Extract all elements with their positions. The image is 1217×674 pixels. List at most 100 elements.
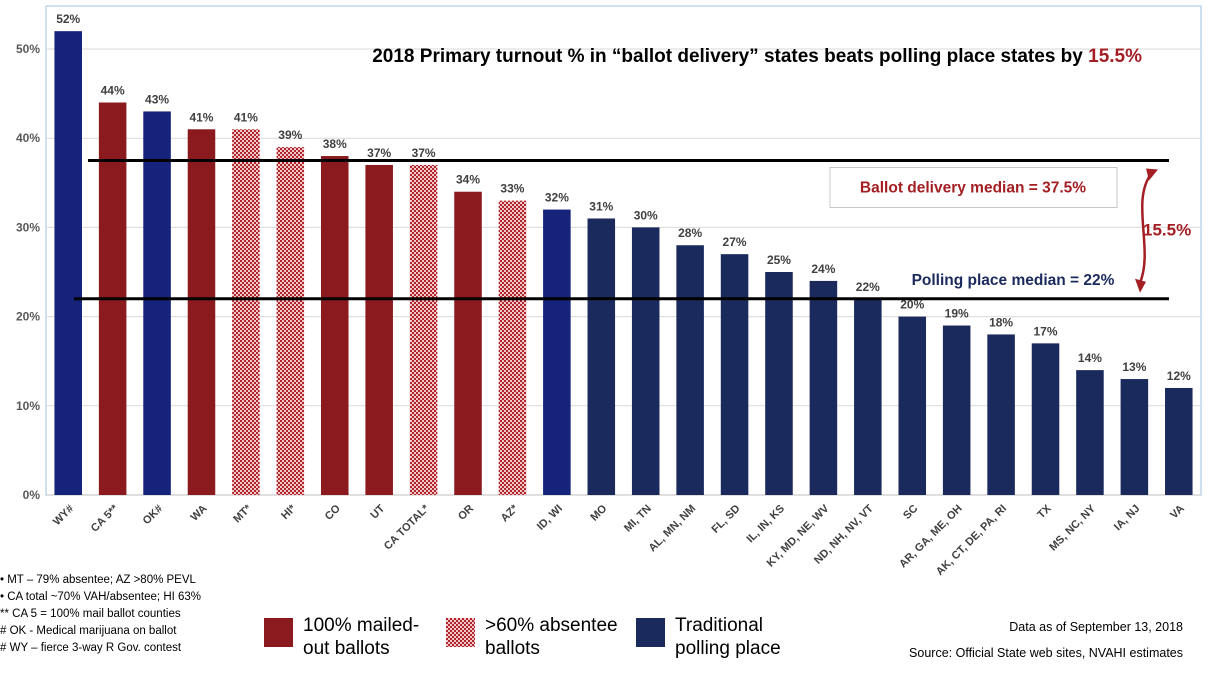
data-label: 13% — [1122, 360, 1146, 374]
y-tick-label: 50% — [16, 42, 40, 56]
category-label: MT* — [231, 502, 254, 525]
bar — [854, 298, 882, 495]
category-label: TX — [1035, 502, 1054, 521]
source-note: Source: Official State web sites, NVAHI … — [909, 646, 1183, 660]
chart-title: 2018 Primary turnout % in “ballot delive… — [372, 46, 1142, 67]
bar — [143, 111, 171, 495]
bar — [543, 209, 571, 495]
plot-area-border — [45, 5, 1202, 496]
category-label: IA, NJ — [1112, 503, 1143, 534]
legend-swatch-absentee — [446, 618, 475, 647]
category-label: AL, MN, NM — [647, 503, 699, 555]
difference-label: 15.5% — [1143, 221, 1191, 240]
y-axis-ticks: 0% 10% 20% 30% 40% 50% — [16, 42, 40, 502]
y-tick-label: 10% — [16, 399, 40, 413]
y-tick-label: 0% — [23, 488, 41, 502]
footnotes: • MT – 79% absentee; AZ >80% PEVL • CA t… — [0, 572, 201, 657]
category-label: MO — [588, 502, 609, 523]
data-label: 43% — [145, 92, 169, 106]
data-label: 37% — [412, 146, 436, 160]
bar — [942, 325, 971, 495]
polling-place-median-label: Polling place median = 22% — [912, 272, 1115, 289]
bar — [409, 164, 438, 495]
median-callout-box — [829, 167, 1118, 208]
category-label: ID, WI — [535, 503, 565, 533]
reference-lines: Ballot delivery median = 37.5% Polling pl… — [74, 159, 1191, 301]
data-label: 25% — [767, 253, 791, 267]
data-label: 24% — [811, 262, 835, 276]
data-label: 20% — [900, 298, 924, 312]
bar — [1165, 387, 1193, 495]
bar — [587, 218, 616, 496]
legend: 100% mailed-out ballots >60% absentee ba… — [0, 614, 1217, 674]
footnote: # OK - Medical marijuana on ballot — [0, 625, 177, 637]
legend-label-absentee: >60% absentee ballots — [485, 615, 618, 659]
category-label: WA — [189, 503, 210, 524]
bar — [54, 31, 82, 495]
bar — [498, 200, 527, 495]
data-label: 41% — [234, 110, 258, 124]
category-label: MS, NC, NY — [1047, 502, 1098, 553]
data-label: 22% — [856, 280, 880, 294]
data-label: 39% — [278, 128, 302, 142]
data-label: 30% — [634, 208, 658, 222]
bar — [320, 156, 349, 496]
bar — [187, 129, 216, 495]
bar — [987, 334, 1015, 495]
category-label: OR — [456, 503, 476, 523]
bar — [765, 272, 793, 495]
category-label: HI* — [279, 502, 299, 522]
data-label: 27% — [723, 235, 747, 249]
arrow-head-up-icon — [1146, 168, 1158, 181]
footnote: ** CA 5 = 100% mail ballot counties — [0, 608, 181, 620]
legend-swatch-mailed — [264, 618, 293, 647]
data-label: 38% — [323, 137, 347, 151]
data-label: 37% — [367, 146, 391, 160]
data-label: 44% — [101, 84, 125, 98]
data-label: 19% — [945, 307, 969, 321]
data-label: 14% — [1078, 351, 1102, 365]
category-label: CO — [323, 502, 343, 522]
category-label: CA TOTAL* — [382, 502, 432, 552]
arrow-head-down-icon — [1135, 278, 1146, 293]
footnote: # WY – fierce 3-way R Gov. contest — [0, 642, 182, 654]
category-label: SC — [901, 503, 920, 522]
bar — [1120, 379, 1149, 495]
bar — [1031, 343, 1060, 495]
legend-item-absentee: >60% absentee ballots — [446, 614, 625, 660]
data-labels: 52% 44% 43% 41% 41% 39% 38% 37% 37% 34% 33% 32% 31% 3… — [56, 12, 1191, 383]
difference-arrow-icon — [1138, 171, 1153, 284]
bars — [54, 31, 1193, 496]
category-label: VA — [1168, 503, 1187, 522]
data-label: 17% — [1034, 324, 1058, 338]
legend-item-traditional: Traditional polling place — [636, 614, 805, 660]
data-label: 52% — [56, 12, 80, 26]
bar — [720, 254, 749, 495]
data-label: 32% — [545, 191, 569, 205]
category-label: MI, TN — [622, 503, 654, 535]
bar — [454, 191, 482, 495]
legend-swatch-traditional — [636, 618, 665, 647]
bar — [276, 147, 305, 495]
data-date-note: Data as of September 13, 2018 — [1009, 620, 1183, 634]
category-label: OK# — [141, 503, 165, 527]
data-label: 33% — [500, 182, 524, 196]
ballot-delivery-median-label: Ballot delivery median = 37.5% — [860, 180, 1086, 197]
y-tick-label: 40% — [16, 131, 40, 145]
bar — [365, 164, 393, 495]
y-tick-label: 20% — [16, 310, 40, 324]
legend-label-mailed: 100% mailed-out ballots — [303, 615, 420, 659]
legend-label-traditional: Traditional polling place — [675, 615, 781, 659]
footnote: • MT – 79% absentee; AZ >80% PEVL — [0, 574, 196, 586]
data-label: 34% — [456, 173, 480, 187]
category-label: UT — [368, 502, 387, 521]
data-label: 41% — [189, 110, 213, 124]
category-label: WY# — [51, 503, 76, 528]
bar — [232, 129, 260, 495]
data-label: 28% — [678, 226, 702, 240]
bar — [631, 227, 660, 495]
category-label: CA 5** — [89, 502, 121, 534]
bar — [898, 316, 927, 495]
